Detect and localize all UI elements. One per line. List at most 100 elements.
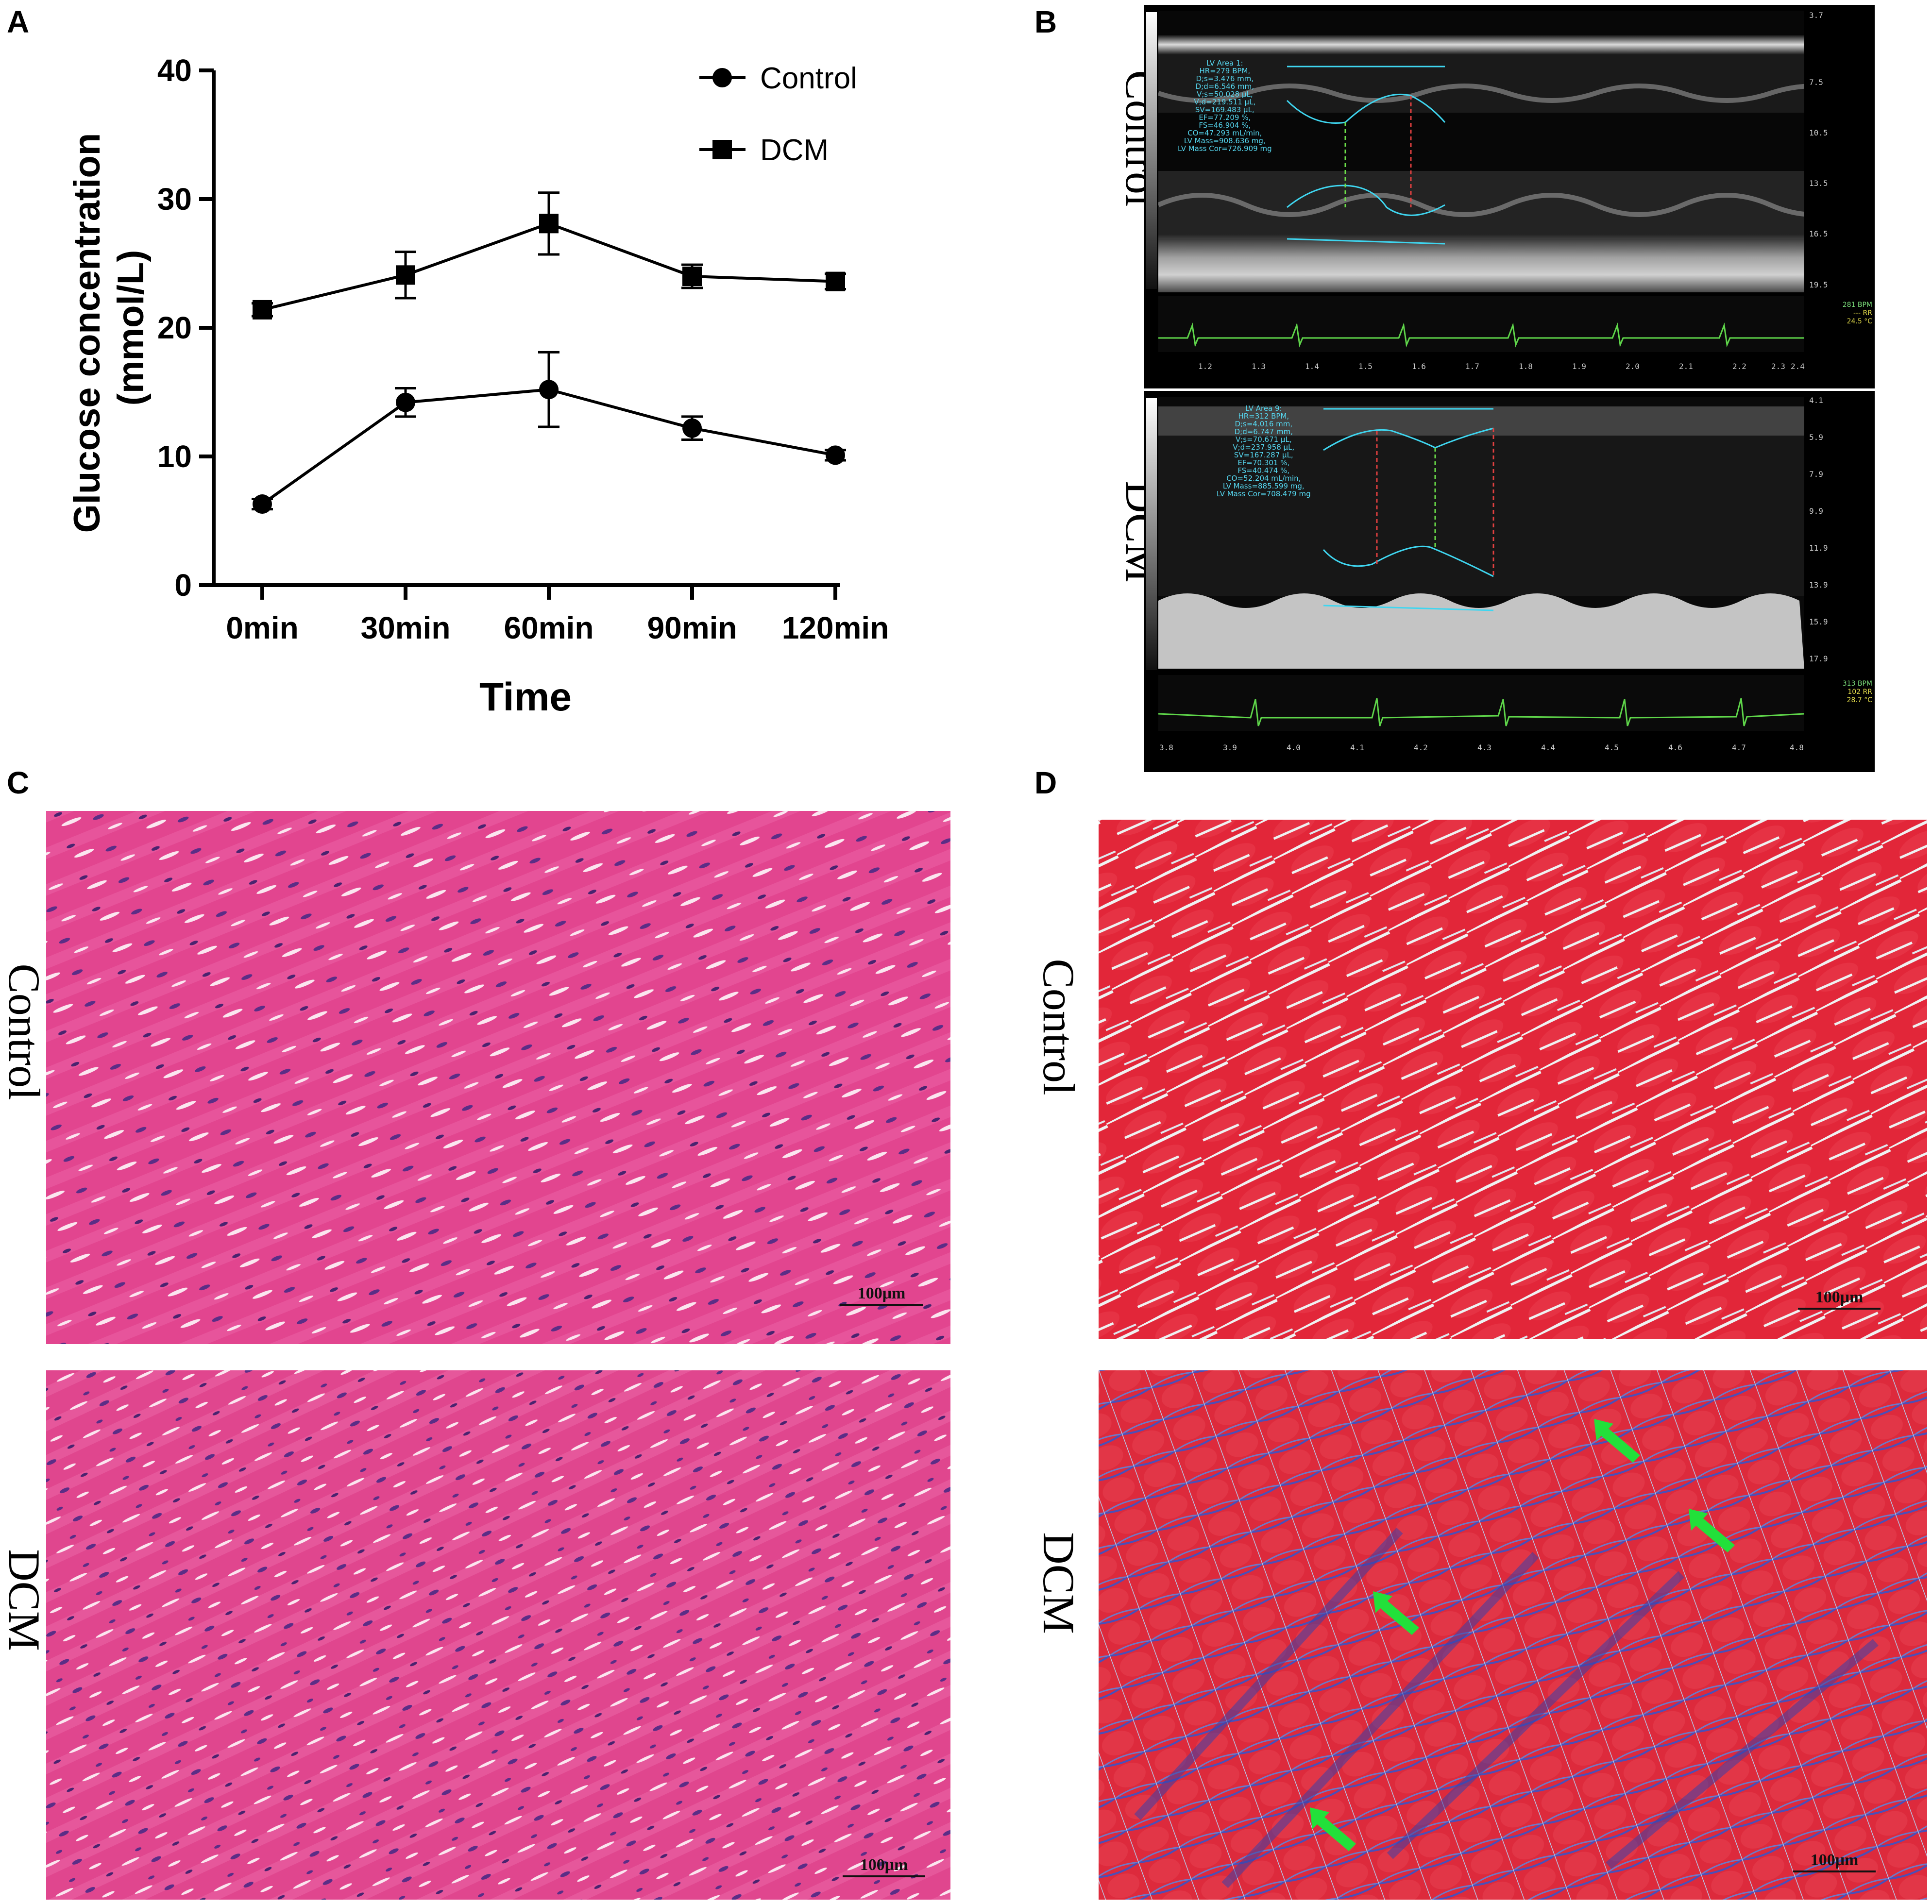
x-tick-label: 90min xyxy=(647,610,737,645)
chart-legend: Control DCM xyxy=(699,62,857,167)
echo-dcm-time-tick: 4.5 xyxy=(1605,743,1619,752)
echo-dcm-vital-temp: 28.7 °C xyxy=(1847,696,1872,704)
echo-dcm-depth-tick: 11.9 xyxy=(1809,543,1828,553)
echo-dcm-depth-tick: 4.1 xyxy=(1809,396,1823,405)
echo-control-time-tick: 1.8 xyxy=(1519,362,1533,371)
masson-control-scalebar: 100μm xyxy=(1798,1288,1881,1310)
he-dcm-scale-line xyxy=(843,1875,925,1877)
panel-label-d: D xyxy=(1034,765,1057,800)
control-point xyxy=(539,380,559,400)
echo-dcm-time-tick: 4.2 xyxy=(1414,743,1428,752)
echo-dcm-time-tick: 4.6 xyxy=(1668,743,1682,752)
echo-control-time-tick: 1.2 xyxy=(1198,362,1212,371)
echo-dcm-depth-tick: 17.9 xyxy=(1809,654,1828,663)
echo-dcm-trace xyxy=(1322,408,1494,611)
echo-dcm-depth-tick: 9.9 xyxy=(1809,506,1823,516)
legend-control-marker xyxy=(712,68,732,87)
he-control-image: 100μm xyxy=(46,811,950,1344)
y-tick-label: 20 xyxy=(157,310,192,345)
echo-dcm-time-tick: 4.8 xyxy=(1790,743,1804,752)
y-axis-label-line1: Glucose concentration xyxy=(67,133,108,533)
echo-control-trace xyxy=(1286,66,1446,245)
he-dcm-tissue xyxy=(46,1370,950,1900)
echo-dcm-depth-tick: 15.9 xyxy=(1809,617,1828,626)
echo-dcm-depth-tick: 5.9 xyxy=(1809,433,1823,442)
panel-label-a: A xyxy=(7,4,30,39)
arrow-icon xyxy=(1594,1419,1640,1463)
control-point xyxy=(396,392,415,412)
arrow-icon xyxy=(1689,1509,1735,1552)
panel-label-b: B xyxy=(1034,4,1057,39)
masson-dcm-label: DCM xyxy=(1034,1532,1084,1634)
echo-control-vital-temp: 24.5 °C xyxy=(1847,318,1872,325)
echo-dcm-time-tick: 3.9 xyxy=(1223,743,1237,752)
control-point xyxy=(682,418,702,438)
echo-dcm-time-tick: 4.4 xyxy=(1541,743,1555,752)
masson-dcm-image: 100μm xyxy=(1099,1370,1927,1900)
echo-control-depth-ticks: 3.7 7.5 10.5 13.5 16.5 19.5 xyxy=(1809,11,1838,292)
chart-series xyxy=(252,191,846,514)
echo-control-ecg-trace xyxy=(1158,322,1804,348)
echo-control-time-tick: 1.3 xyxy=(1252,362,1266,371)
echo-dcm-time-tick: 4.1 xyxy=(1350,743,1364,752)
dcm-point xyxy=(826,271,845,291)
glucose-line-chart: 0 10 20 30 40 0min 30min 60min 90min 120min Time… xyxy=(67,53,889,719)
masson-dcm-scalebar: 100μm xyxy=(1793,1851,1876,1872)
echo-dcm-vital-hr: 313 BPM xyxy=(1842,680,1872,688)
echo-control-vital-rr: --- RR xyxy=(1853,309,1872,317)
masson-dcm-scale-label: 100μm xyxy=(1810,1851,1859,1869)
echo-control-time-axis: 1.2 1.3 1.4 1.5 1.6 1.7 1.8 1.9 2.0 2.1 … xyxy=(1158,362,1805,376)
dcm-point xyxy=(396,265,415,285)
x-tick-label: 30min xyxy=(361,610,451,645)
echo-control-time-tick: 1.6 xyxy=(1412,362,1426,371)
echo-control-time-tick: 2.0 xyxy=(1626,362,1640,371)
echo-dcm-time-tick: 3.8 xyxy=(1159,743,1173,752)
he-dcm-label: DCM xyxy=(0,1549,49,1651)
echo-control-vitals: 281 BPM --- RR 24.5 °C xyxy=(1833,301,1872,326)
legend-control-label: Control xyxy=(760,62,857,95)
dcm-point xyxy=(253,300,272,320)
y-tick-label: 0 xyxy=(174,568,192,603)
arrow-icon xyxy=(1373,1591,1419,1635)
echo-dcm-time-tick: 4.0 xyxy=(1287,743,1301,752)
echo-dcm-ecg-strip xyxy=(1158,675,1805,731)
echo-control-vital-hr: 281 BPM xyxy=(1842,301,1872,309)
legend-dcm-marker xyxy=(712,140,732,159)
masson-dcm-scale-line xyxy=(1793,1870,1876,1872)
x-axis-label: Time xyxy=(479,675,572,719)
echo-control-time-tick: 1.9 xyxy=(1572,362,1586,371)
echo-dcm-depth-ticks: 4.1 5.9 7.9 9.9 11.9 13.9 15.9 17.9 xyxy=(1809,396,1838,668)
masson-dcm-fibrosis-streaks xyxy=(1134,1527,1879,1888)
dcm-point xyxy=(539,214,559,234)
echo-dcm-depth-tick: 7.9 xyxy=(1809,470,1823,479)
echo-control-depth-tick: 7.5 xyxy=(1809,78,1823,87)
echo-control-time-tick: 1.5 xyxy=(1358,362,1373,371)
chart-axes xyxy=(212,70,840,587)
masson-control-scale-label: 100μm xyxy=(1815,1288,1864,1306)
masson-control-tissue xyxy=(1099,820,1927,1339)
he-control-scale-line xyxy=(840,1304,923,1306)
x-tick-label: 60min xyxy=(504,610,594,645)
he-control-scalebar: 100μm xyxy=(840,1284,923,1306)
echo-dcm-ecg-trace xyxy=(1158,698,1805,726)
echo-control-gray-scale xyxy=(1146,12,1157,289)
he-control-tissue xyxy=(46,811,950,1344)
arrow-icon xyxy=(1310,1807,1356,1851)
he-control-label: Control xyxy=(0,963,49,1100)
x-ticks: 0min 30min 60min 90min 120min xyxy=(226,585,889,645)
y-ticks: 0 10 20 30 40 xyxy=(157,53,214,603)
echo-control-time-tick: 2.2 xyxy=(1732,362,1746,371)
legend-dcm-label: DCM xyxy=(760,134,829,167)
echo-control-time-tick: 1.4 xyxy=(1305,362,1319,371)
echo-dcm-vitals: 313 BPM 102 RR 28.7 °C xyxy=(1833,680,1872,705)
echo-control-time-tick: 2.4 xyxy=(1791,362,1805,371)
green-arrows xyxy=(1310,1419,1735,1851)
echo-control-depth-tick: 3.7 xyxy=(1809,11,1823,20)
y-axis-label-line2: (mmol/L) xyxy=(110,250,152,406)
echo-control-time-tick: 2.3 xyxy=(1771,362,1785,371)
masson-control-scale-line xyxy=(1798,1308,1881,1310)
echo-dcm-readout: LV Area 9: HR=312 BPM, D;s=4.016 mm, D;d… xyxy=(1217,404,1311,498)
echo-control-wall-bottom xyxy=(1158,193,1804,217)
echo-control-wall-top xyxy=(1158,84,1804,103)
control-point xyxy=(253,494,272,514)
